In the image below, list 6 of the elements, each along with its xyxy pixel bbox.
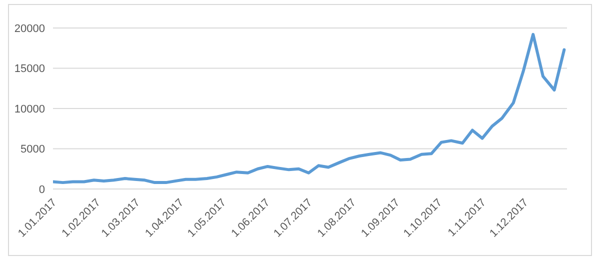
y-tick-label: 0 xyxy=(38,184,45,196)
y-tick-label: 10000 xyxy=(14,103,45,116)
y-tick-label: 15000 xyxy=(14,63,45,76)
y-tick-label: 5000 xyxy=(20,144,45,156)
line-series xyxy=(53,32,566,184)
y-tick-label: 20000 xyxy=(14,22,45,35)
